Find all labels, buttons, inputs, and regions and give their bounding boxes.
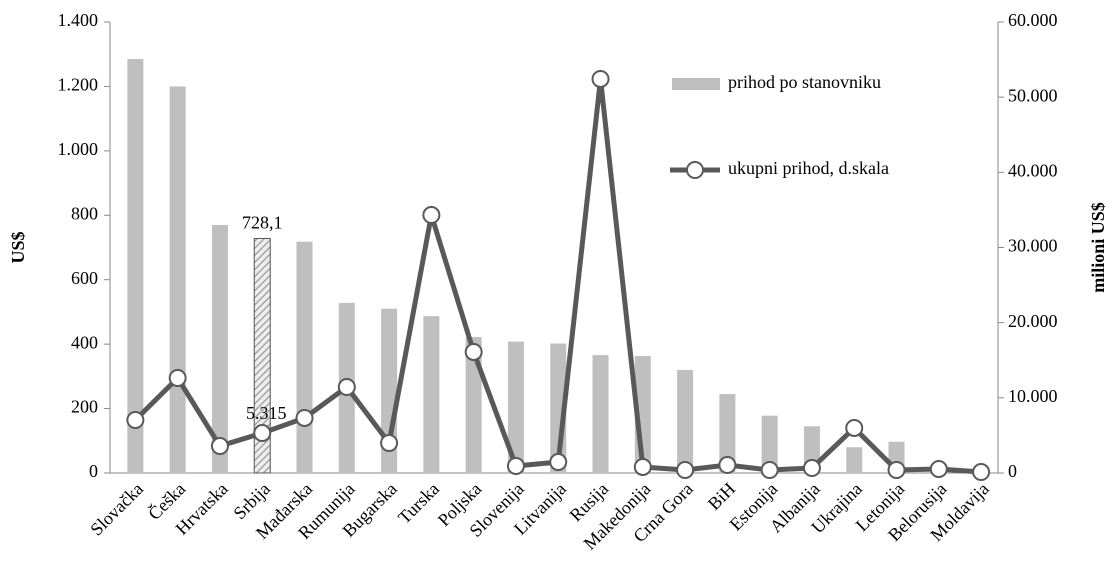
y-tick-label: 1.000 [58, 139, 99, 159]
marker [802, 459, 821, 478]
x-tick-label: BiH [704, 479, 739, 514]
y2-tick-label: 10.000 [1008, 386, 1058, 406]
y-tick-label: 800 [71, 203, 98, 223]
marker [253, 424, 272, 443]
marker [464, 342, 483, 361]
bar [253, 237, 271, 474]
marker [676, 460, 695, 479]
value-label: 5.315 [246, 403, 287, 423]
y2-tick-label: 60.000 [1008, 10, 1058, 30]
marker [380, 434, 399, 453]
marker [168, 368, 187, 387]
marker [549, 453, 568, 472]
marker [887, 460, 906, 479]
x-tick-label: Turska [394, 479, 443, 528]
marker [126, 411, 145, 430]
marker [591, 69, 610, 88]
marker [718, 456, 737, 475]
bar [211, 224, 228, 473]
marker [295, 408, 314, 427]
legend-marker [686, 161, 704, 179]
y-axis-title: US$ [8, 231, 28, 263]
y2-tick-label: 0 [1008, 461, 1017, 481]
bar [592, 355, 609, 473]
bar [296, 241, 313, 473]
marker [210, 437, 229, 456]
y-tick-label: 600 [71, 268, 98, 288]
y-tick-label: 1.200 [58, 75, 99, 95]
y-tick-label: 400 [71, 332, 98, 352]
bar [761, 415, 778, 473]
bar [846, 447, 863, 473]
bar [169, 86, 186, 473]
marker [422, 206, 441, 225]
marker [506, 457, 525, 476]
marker [972, 463, 991, 482]
bar [465, 337, 482, 473]
y2-tick-label: 40.000 [1008, 160, 1058, 180]
value-label: 728,1 [242, 213, 283, 233]
y-tick-label: 1.400 [58, 10, 99, 30]
bar [677, 369, 694, 473]
marker [845, 418, 864, 437]
legend-label: prihod po stanovniku [728, 72, 881, 92]
bar [719, 394, 736, 473]
y2-tick-label: 30.000 [1008, 236, 1058, 256]
y2-tick-label: 20.000 [1008, 311, 1058, 331]
marker [760, 460, 779, 479]
legend-swatch [672, 78, 720, 90]
marker [337, 378, 356, 397]
marker [929, 460, 948, 479]
marker [633, 457, 652, 476]
y2-tick-label: 50.000 [1008, 85, 1058, 105]
y2-axis-title: milioni US$ [1088, 202, 1108, 293]
bar [127, 59, 144, 474]
y-tick-label: 200 [71, 397, 98, 417]
legend-label: ukupni prihod, d.skala [728, 158, 889, 178]
bar [507, 341, 524, 473]
x-tick-label: Slovačka [86, 479, 147, 540]
bar [423, 316, 440, 473]
y-tick-label: 0 [89, 461, 98, 481]
